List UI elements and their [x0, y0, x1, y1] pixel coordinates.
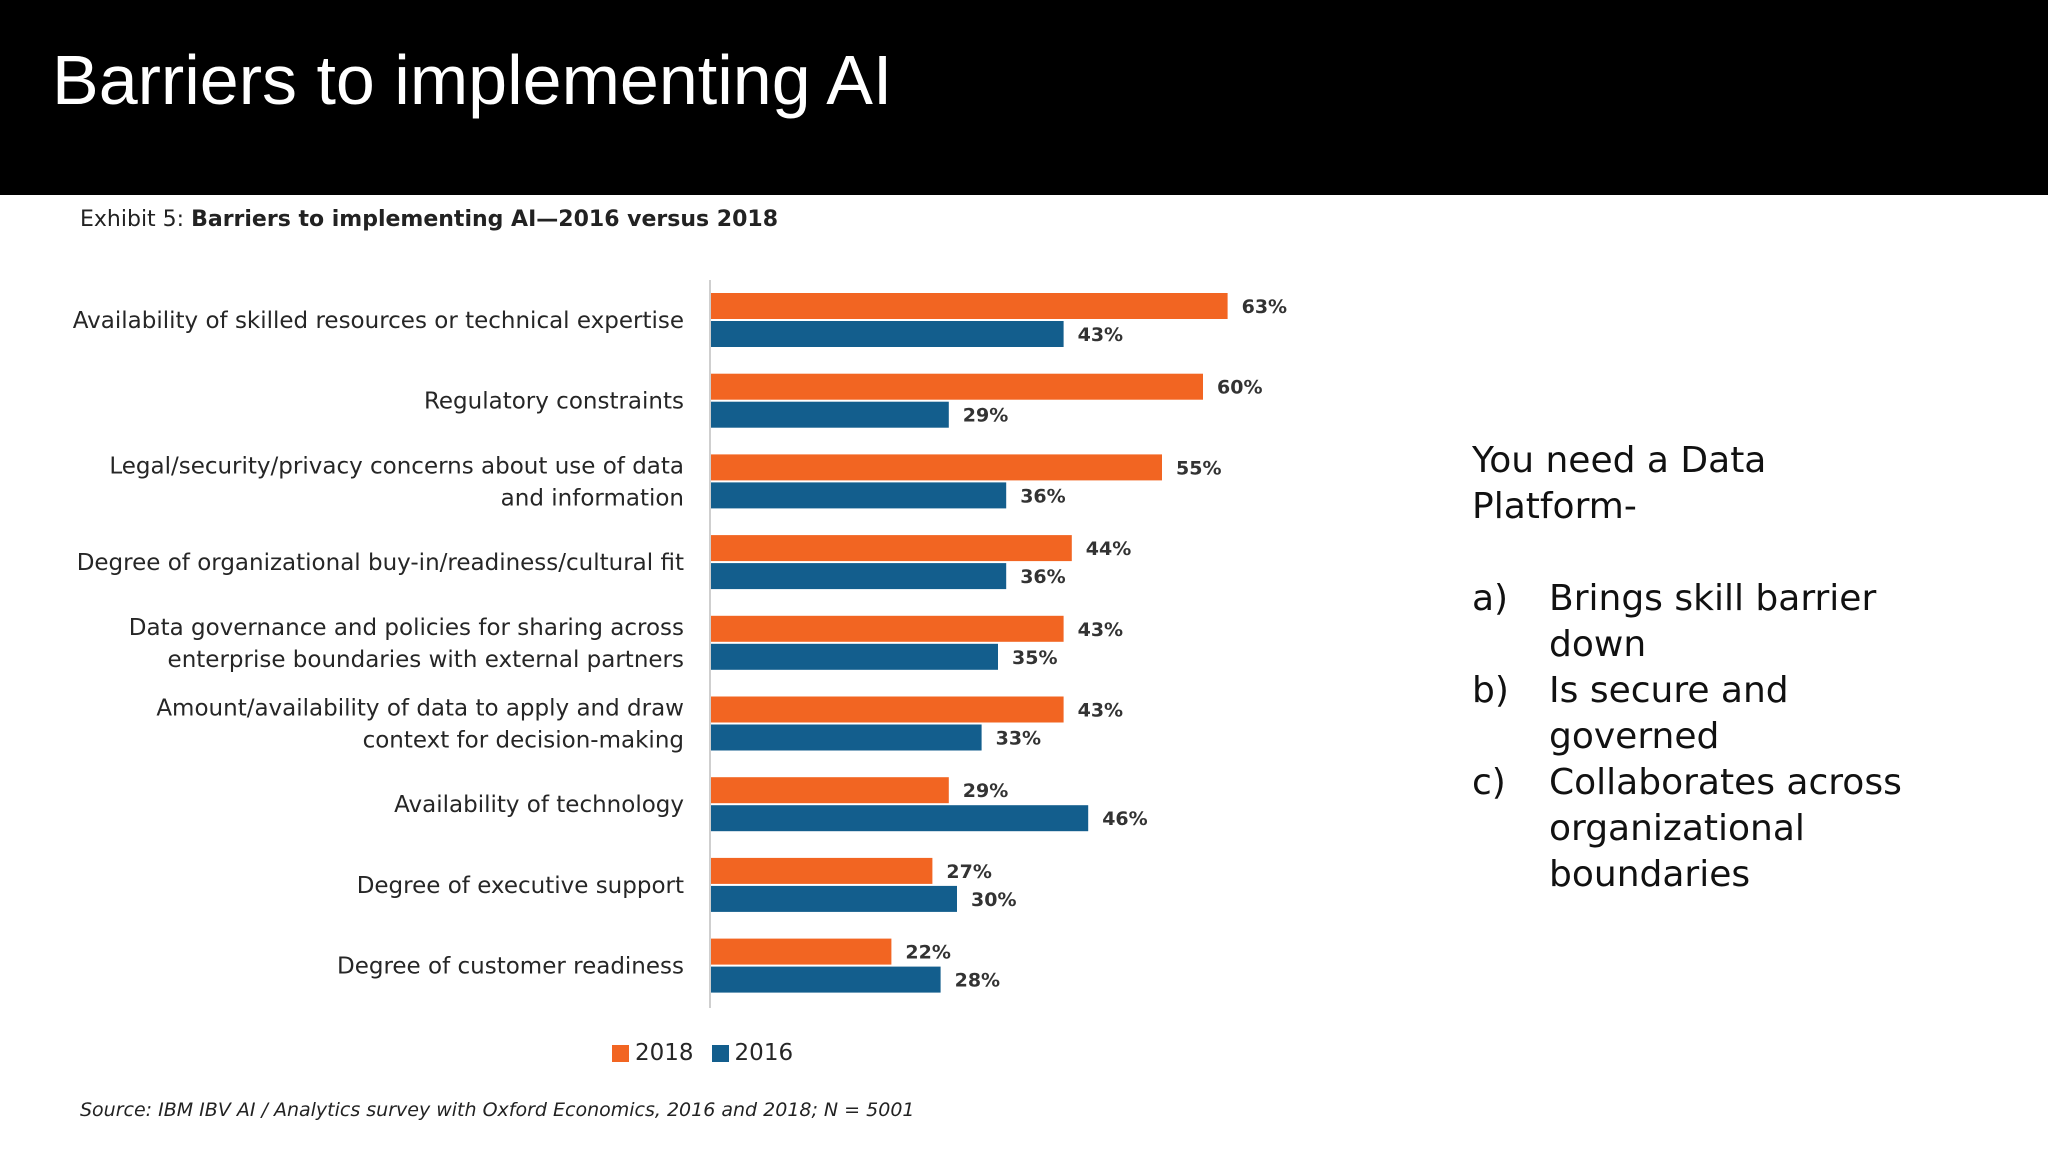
- legend-item-2018: 2018: [612, 1040, 694, 1066]
- category-label: Regulatory constraints: [424, 389, 684, 415]
- category-label: Degree of customer readiness: [337, 954, 684, 980]
- data-label-2016: 36%: [1020, 485, 1065, 507]
- data-label-2018: 43%: [1078, 619, 1123, 641]
- bar-2018: [711, 938, 892, 965]
- data-label-2016: 36%: [1020, 566, 1065, 588]
- category-label: Availability of technology: [394, 792, 684, 818]
- chart-legend: 2018 2016: [612, 1040, 793, 1066]
- bar-2018: [711, 293, 1228, 319]
- bar-2018: [711, 615, 1064, 642]
- source-note: Source: IBM IBV AI / Analytics survey wi…: [80, 1099, 915, 1121]
- side-panel-list: a) Brings skill barrier down b) Is secur…: [1472, 576, 1932, 898]
- data-label-2016: 33%: [996, 728, 1041, 750]
- bar-chart: Availability of skilled resources or tec…: [73, 280, 1287, 1008]
- bar-2016: [711, 643, 998, 670]
- list-item-text: Collaborates across organizational bound…: [1549, 762, 1902, 895]
- list-item-text: Is secure and governed: [1549, 670, 1789, 757]
- data-label-2018: 55%: [1176, 457, 1221, 479]
- exhibit-prefix: Exhibit 5:: [80, 207, 192, 232]
- category-label: Availability of skilled resources or tec…: [73, 308, 684, 334]
- data-label-2018: 63%: [1242, 296, 1287, 318]
- data-label-2018: 43%: [1078, 700, 1123, 722]
- data-label-2016: 43%: [1078, 324, 1123, 346]
- exhibit-title: Exhibit 5: Barriers to implementing AI—2…: [80, 207, 778, 232]
- bar-2016: [711, 966, 941, 993]
- list-item: b) Is secure and governed: [1472, 668, 1932, 760]
- list-item-text: Brings skill barrier down: [1549, 578, 1877, 665]
- legend-label-2016: 2016: [734, 1040, 794, 1066]
- bar-2018: [711, 696, 1064, 723]
- data-label-2016: 28%: [955, 970, 1000, 992]
- slide-title: Barriers to implementing AI: [52, 41, 893, 119]
- exhibit-title-text: Barriers to implementing AI—2016 versus …: [191, 207, 779, 232]
- bar-2016: [711, 563, 1007, 590]
- bar-2016: [711, 805, 1089, 832]
- legend-item-2016: 2016: [711, 1040, 794, 1066]
- list-marker: c): [1472, 762, 1506, 803]
- data-label-2018: 27%: [946, 861, 991, 883]
- bar-2018: [711, 373, 1203, 400]
- bar-2018: [711, 777, 949, 804]
- side-panel-heading: You need a Data Platform-: [1472, 440, 1767, 527]
- category-label: Degree of executive support: [357, 873, 684, 899]
- category-label: Amount/availability of data to apply and…: [156, 696, 684, 754]
- bar-2016: [711, 885, 957, 912]
- bar-2018: [711, 857, 933, 884]
- category-label: Degree of organizational buy-in/readines…: [77, 550, 684, 576]
- list-marker: a): [1472, 578, 1509, 619]
- data-label-2016: 46%: [1102, 808, 1147, 830]
- data-label-2016: 35%: [1012, 647, 1057, 669]
- data-label-2018: 60%: [1217, 377, 1262, 399]
- side-panel: You need a Data Platform- a) Brings skil…: [1472, 438, 1932, 898]
- bar-2018: [711, 454, 1162, 481]
- bar-2016: [711, 482, 1007, 509]
- data-label-2018: 22%: [905, 942, 950, 964]
- data-label-2018: 44%: [1086, 538, 1131, 560]
- data-label-2018: 29%: [963, 780, 1008, 802]
- category-label: Data governance and policies for sharing…: [129, 615, 684, 673]
- list-marker: b): [1472, 670, 1509, 711]
- category-label: Legal/security/privacy concerns about us…: [109, 453, 684, 511]
- list-item: a) Brings skill barrier down: [1472, 576, 1932, 668]
- legend-swatch-2016: [711, 1044, 729, 1062]
- bar-2018: [711, 535, 1072, 562]
- bar-2016: [711, 401, 949, 428]
- bar-2016: [711, 724, 982, 751]
- list-item: c) Collaborates across organizational bo…: [1472, 760, 1932, 898]
- legend-swatch-2018: [612, 1044, 629, 1062]
- legend-label-2018: 2018: [635, 1040, 694, 1066]
- title-bar: Barriers to implementing AI: [0, 0, 2048, 195]
- data-label-2016: 30%: [971, 889, 1016, 911]
- data-label-2016: 29%: [963, 405, 1008, 427]
- bar-2016: [711, 321, 1064, 347]
